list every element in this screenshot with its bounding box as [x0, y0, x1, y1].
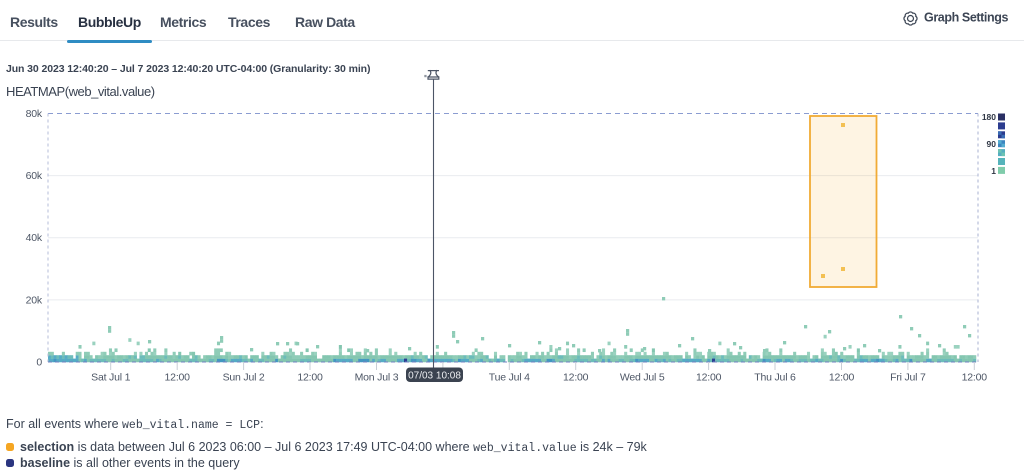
svg-text:Thu Jul 6: Thu Jul 6 — [754, 372, 796, 384]
svg-text:12:00: 12:00 — [829, 372, 855, 384]
svg-text:180: 180 — [982, 112, 996, 122]
svg-text:07/03 10:08: 07/03 10:08 — [408, 370, 461, 381]
svg-text:20k: 20k — [26, 294, 43, 306]
svg-text:12:00: 12:00 — [563, 372, 589, 384]
svg-text:60k: 60k — [26, 170, 43, 182]
svg-text:80k: 80k — [26, 108, 43, 120]
svg-text:Sun Jul 2: Sun Jul 2 — [223, 372, 265, 384]
svg-text:90: 90 — [987, 139, 997, 149]
svg-text:12:00: 12:00 — [962, 372, 988, 384]
svg-text:Mon Jul 3: Mon Jul 3 — [355, 372, 399, 384]
svg-text:Wed Jul 5: Wed Jul 5 — [620, 372, 665, 384]
svg-text:1: 1 — [991, 166, 996, 176]
svg-text:12:00: 12:00 — [696, 372, 722, 384]
svg-text:Fri Jul 7: Fri Jul 7 — [890, 372, 926, 384]
svg-text:12:00: 12:00 — [165, 372, 191, 384]
svg-text:12:00: 12:00 — [297, 372, 323, 384]
svg-text:Sat Jul 1: Sat Jul 1 — [91, 372, 130, 384]
svg-text:Tue Jul 4: Tue Jul 4 — [489, 372, 530, 384]
svg-text:40k: 40k — [26, 232, 43, 244]
svg-text:0: 0 — [36, 357, 42, 369]
